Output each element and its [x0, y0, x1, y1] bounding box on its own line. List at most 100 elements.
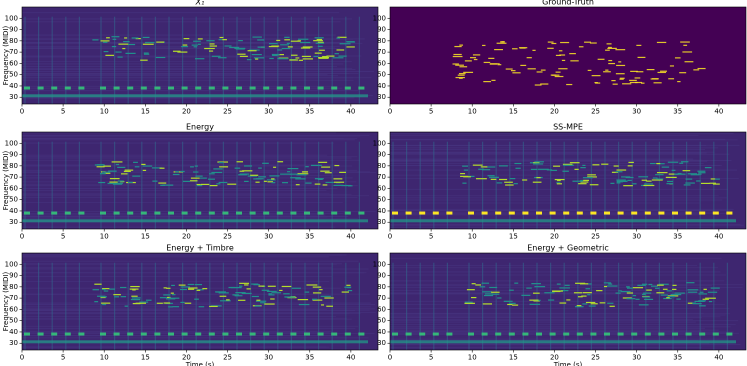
spectrogram-texture	[685, 182, 695, 184]
spectrogram-texture	[181, 45, 189, 48]
spectrogram-texture	[297, 38, 309, 40]
spectrogram-texture	[180, 301, 185, 304]
x-tick-label: 10	[100, 354, 109, 362]
spectrogram-texture	[630, 70, 638, 72]
spectrogram-texture	[529, 303, 541, 305]
spectrogram-texture	[509, 178, 516, 180]
spectrogram-texture	[462, 182, 467, 184]
spectrogram-texture	[251, 53, 262, 56]
spectrogram-texture	[224, 45, 232, 47]
spectrogram-texture	[333, 184, 344, 186]
spectrogram-texture	[239, 55, 248, 57]
spectrogram-texture	[591, 75, 601, 77]
panel-title: X₁	[195, 0, 205, 7]
spectrogram-texture	[612, 83, 618, 85]
spectrogram-texture	[181, 86, 188, 90]
spectrogram-texture	[536, 332, 542, 336]
spectrogram-texture	[37, 211, 44, 215]
spectrogram-texture	[580, 181, 589, 183]
spectrogram-texture	[714, 178, 720, 180]
spectrogram-texture	[267, 285, 276, 287]
spectrogram-texture	[490, 178, 497, 180]
spectrogram-texture	[674, 292, 685, 294]
spectrogram-texture	[193, 171, 199, 173]
spectrogram-texture	[551, 42, 557, 45]
spectrogram-texture	[473, 58, 478, 61]
x-tick-label: 25	[223, 108, 232, 116]
spectrogram-texture	[538, 168, 549, 170]
spectrogram-texture	[530, 168, 538, 170]
spectrogram-texture	[463, 176, 471, 178]
spectrogram-texture	[667, 161, 679, 163]
spectrogram-texture	[483, 61, 491, 64]
spectrogram-texture	[177, 51, 188, 53]
spectrogram-texture	[103, 290, 109, 292]
spectrogram-texture	[290, 332, 297, 336]
spectrogram-texture	[390, 340, 736, 344]
spectrogram-texture	[511, 304, 519, 306]
spectrogram-texture	[653, 82, 662, 84]
spectrogram-texture	[464, 60, 472, 62]
spectrogram-texture	[184, 302, 192, 304]
spectrogram-texture	[142, 36, 150, 39]
spectrogram-texture	[253, 57, 265, 59]
spectrogram-texture	[534, 286, 546, 288]
spectrogram-texture	[131, 297, 141, 299]
spectrogram-texture	[228, 286, 236, 289]
spectrogram	[390, 132, 746, 229]
spectrogram-texture	[285, 296, 296, 298]
spectrogram-texture	[481, 282, 490, 284]
spectrogram-texture	[476, 178, 487, 180]
x-tick-label: 40	[346, 354, 355, 362]
spectrogram-texture	[281, 285, 292, 288]
spectrogram-texture	[78, 86, 85, 90]
spectrogram-texture	[180, 170, 185, 173]
spectrogram-texture	[142, 169, 147, 171]
spectrogram-texture	[631, 332, 638, 336]
spectrogram-texture	[339, 171, 346, 173]
spectrogram-texture	[656, 172, 668, 174]
spectrogram-texture	[526, 287, 532, 289]
spectrogram-texture	[94, 283, 102, 285]
spectrogram-texture	[249, 86, 256, 90]
spectrogram-texture	[302, 46, 313, 48]
spectrogram-texture	[102, 41, 108, 43]
spectrogram-texture	[459, 66, 468, 68]
spectrogram-texture	[660, 294, 669, 296]
spectrogram-texture	[202, 288, 208, 290]
spectrogram-texture	[572, 180, 583, 182]
spectrogram-texture	[459, 44, 464, 46]
spectrogram-texture	[495, 332, 502, 336]
x-tick-label: 5	[429, 108, 433, 116]
spectrogram-texture	[705, 297, 716, 299]
spectrogram-texture	[576, 211, 583, 215]
spectrogram-texture	[604, 285, 608, 288]
spectrogram-texture	[657, 163, 665, 165]
spectrogram-texture	[311, 164, 322, 166]
spectrogram-texture	[168, 86, 174, 90]
spectrogram-texture	[113, 332, 120, 336]
spectrogram-texture	[522, 211, 529, 215]
spectrogram-texture	[483, 81, 492, 83]
spectrogram-texture	[484, 293, 494, 295]
spectrogram-texture	[331, 86, 338, 90]
spectrogram-texture	[304, 86, 310, 90]
spectrogram-texture	[616, 179, 626, 181]
spectrogram-texture	[674, 57, 681, 59]
spectrogram-texture	[193, 40, 201, 42]
spectrogram-texture	[513, 183, 518, 185]
y-tick-label: 40	[377, 328, 386, 336]
spectrogram-texture	[685, 211, 692, 215]
spectrogram-texture	[710, 287, 720, 289]
spectrogram-texture	[156, 302, 163, 304]
spectrogram-texture	[554, 178, 565, 181]
spectrogram-texture	[638, 304, 649, 306]
spectrogram-texture	[452, 55, 463, 58]
spectrogram-texture	[680, 41, 690, 43]
spectrogram-texture	[559, 302, 567, 304]
spectrogram-texture	[677, 80, 681, 83]
spectrogram-texture	[263, 332, 270, 336]
spectrogram-texture	[635, 298, 640, 300]
spectrogram-texture	[112, 183, 123, 185]
x-axis-label: Time (s)	[185, 361, 215, 366]
